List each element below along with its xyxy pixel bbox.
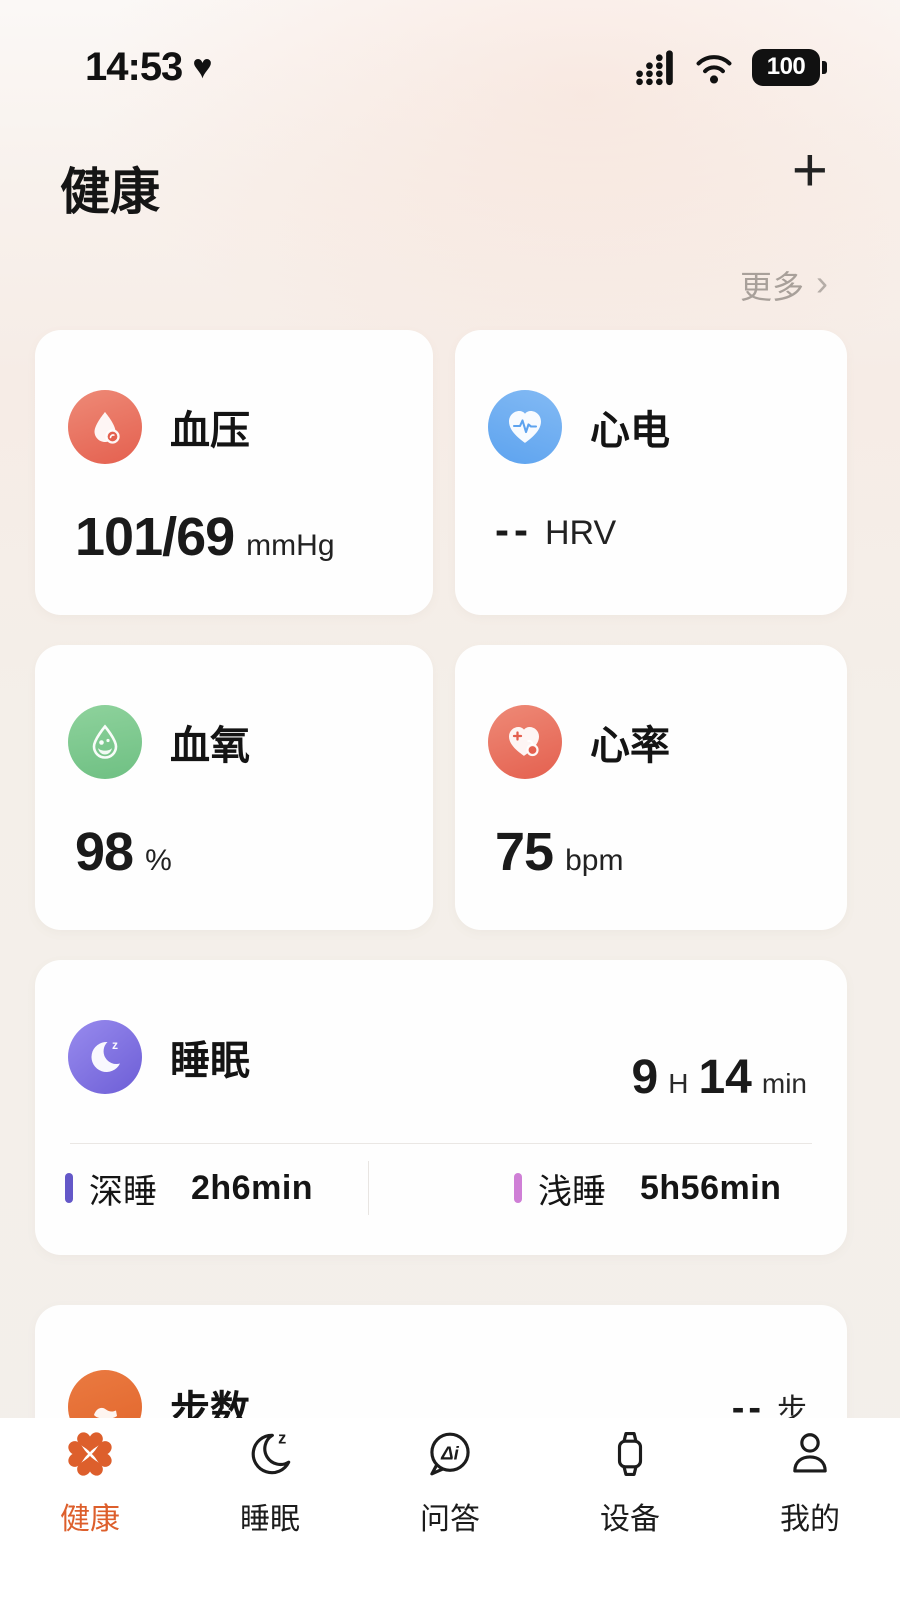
add-button[interactable]: +	[791, 136, 828, 205]
svg-text:Δi: Δi	[440, 1442, 460, 1463]
nav-label-qa: 问答	[420, 1503, 480, 1536]
status-bar: 14:53 ♥ 100	[85, 42, 827, 92]
light-sleep-value: 5h56min	[640, 1168, 782, 1207]
sleep-stages-divider	[368, 1161, 369, 1215]
blood-pressure-unit: mmHg	[246, 529, 335, 562]
svg-text:z: z	[278, 1430, 286, 1448]
heart-rate-value-row: 75 bpm	[495, 821, 623, 883]
moon-icon: z	[251, 1430, 291, 1475]
light-sleep-marker	[514, 1173, 522, 1203]
blood-pressure-value: 101/69	[75, 507, 235, 567]
smartwatch-icon	[617, 1432, 643, 1476]
sleep-head: z 睡眠	[68, 1020, 250, 1094]
ecg-value-row: -- HRV	[495, 506, 616, 554]
sleep-hours: 9	[631, 1051, 659, 1104]
blood-oxygen-label: 血氧	[170, 724, 250, 768]
more-link[interactable]: 更多 ›	[740, 262, 828, 308]
blood-oxygen-value: 98	[75, 822, 134, 882]
deep-sleep-value: 2h6min	[191, 1168, 314, 1207]
battery-icon: 100	[752, 48, 827, 86]
heart-status-icon: ♥	[192, 48, 213, 86]
blood-oxygen-head: 血氧	[68, 705, 250, 779]
heart-rate-unit: bpm	[565, 844, 624, 877]
status-left: 14:53 ♥	[85, 45, 213, 90]
svg-text:z: z	[112, 1038, 118, 1052]
sleep-duration: 9 H 14 min	[632, 1054, 807, 1102]
blood-oxygen-icon	[68, 705, 142, 779]
nav-label-mine: 设备	[600, 1503, 660, 1536]
status-right: 100	[634, 47, 827, 87]
clover-icon	[68, 1432, 112, 1476]
sleep-minutes: 14	[698, 1051, 752, 1104]
sleep-icon: z	[68, 1020, 142, 1094]
heart-rate-head: 心率	[488, 705, 670, 779]
ai-chat-icon: Δi	[430, 1432, 470, 1476]
light-sleep-item: 浅睡 5h56min	[369, 1156, 817, 1220]
ecg-icon	[488, 390, 562, 464]
sleep-minutes-unit: min	[761, 1068, 807, 1099]
blood-pressure-value-row: 101/69 mmHg	[75, 506, 335, 568]
more-label: 更多	[739, 269, 804, 305]
blood-pressure-card[interactable]: 血压 101/69 mmHg	[35, 330, 433, 615]
ecg-label: 心电	[590, 409, 670, 453]
sleep-stages-row: 深睡 2h6min 浅睡 5h56min	[65, 1156, 817, 1220]
ecg-unit: HRV	[544, 514, 617, 552]
cellular-signal-icon	[636, 50, 673, 86]
blood-oxygen-unit: %	[145, 844, 172, 877]
sleep-label: 睡眠	[170, 1039, 250, 1083]
sleep-card[interactable]: z 睡眠 9 H 14 min 深睡 2h6min 浅睡 5h56min	[35, 960, 847, 1255]
battery-nub	[822, 60, 827, 74]
nav-item-devices[interactable]: 设备	[540, 1418, 720, 1600]
nav-label-health: 健康	[60, 1503, 120, 1536]
heart-rate-icon	[488, 705, 562, 779]
chevron-right-icon: ›	[816, 262, 828, 303]
clock-time: 14:53	[85, 44, 183, 89]
deep-sleep-label: 深睡	[89, 1172, 157, 1211]
blood-oxygen-card[interactable]: 血氧 98 %	[35, 645, 433, 930]
ecg-head: 心电	[488, 390, 670, 464]
heart-rate-card[interactable]: 心率 75 bpm	[455, 645, 847, 930]
sleep-divider	[70, 1143, 812, 1144]
nav-item-qa[interactable]: Δi 问答	[360, 1418, 540, 1600]
ecg-card[interactable]: 心电 -- HRV	[455, 330, 847, 615]
light-sleep-label: 浅睡	[538, 1172, 606, 1211]
sleep-hours-unit: H	[668, 1068, 689, 1099]
blood-pressure-label: 血压	[170, 409, 250, 453]
nav-label-sleep: 睡眠	[240, 1503, 300, 1536]
blood-pressure-icon	[68, 390, 142, 464]
nav-label-profile: 我的	[780, 1503, 840, 1536]
person-icon	[793, 1433, 827, 1473]
deep-sleep-marker	[65, 1173, 73, 1203]
battery-level: 100	[766, 53, 806, 80]
nav-item-sleep[interactable]: z 睡眠	[180, 1418, 360, 1600]
blood-pressure-head: 血压	[68, 390, 250, 464]
nav-item-profile[interactable]: 我的	[720, 1418, 900, 1600]
wifi-icon	[696, 55, 732, 84]
bottom-nav: 健康 z 睡眠 Δi 问答 设备	[0, 1418, 900, 1600]
page-title: 健康	[60, 164, 160, 220]
nav-item-health[interactable]: 健康	[0, 1418, 180, 1600]
heart-rate-value: 75	[495, 822, 554, 882]
deep-sleep-item: 深睡 2h6min	[65, 1156, 368, 1220]
ecg-value: --	[495, 506, 533, 553]
heart-rate-label: 心率	[590, 724, 670, 768]
blood-oxygen-value-row: 98 %	[75, 821, 172, 883]
